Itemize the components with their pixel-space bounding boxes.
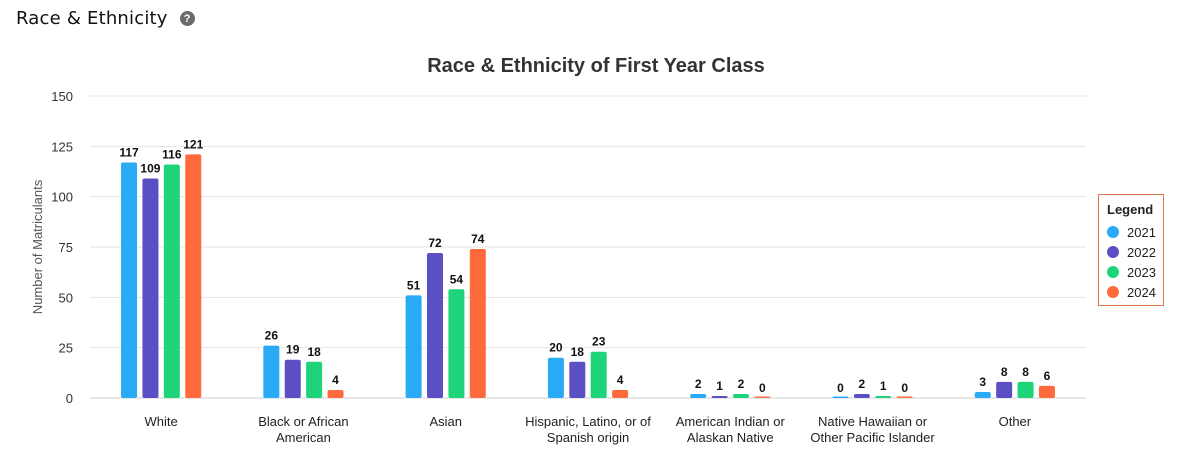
x-tick-label: American: [276, 430, 331, 445]
bar-2022: [711, 395, 728, 398]
bar-2023: [448, 289, 465, 398]
legend-title: Legend: [1107, 202, 1154, 217]
bar-2023: [306, 361, 323, 398]
y-tick-label: 150: [51, 89, 73, 104]
bar-2024: [185, 154, 202, 398]
question-circle-icon[interactable]: ?: [179, 11, 195, 26]
x-tick-label: Native Hawaiian or: [818, 414, 928, 429]
bar-2023: [875, 395, 892, 398]
bar-2022: [284, 359, 301, 398]
y-tick-label: 0: [66, 391, 73, 406]
x-tick-label: Other Pacific Islander: [810, 430, 935, 445]
bar-2024: [754, 396, 771, 398]
bar-2021: [263, 345, 280, 398]
data-label: 51: [407, 278, 421, 292]
chart-title: Race & Ethnicity of First Year Class: [427, 55, 765, 77]
bar-2021: [690, 393, 707, 398]
legend-swatch: [1107, 286, 1119, 298]
data-label: 0: [901, 381, 908, 395]
data-label: 2: [738, 377, 745, 391]
bar-2022: [427, 253, 444, 398]
x-tick-label: Hispanic, Latino, or of: [525, 414, 651, 429]
bar-2023: [590, 351, 607, 398]
data-label: 3: [979, 375, 986, 389]
data-label: 26: [265, 329, 279, 343]
bar-2021: [974, 391, 991, 398]
legend-swatch: [1107, 246, 1119, 258]
legend-item-2023[interactable]: 2023: [1107, 262, 1163, 282]
bar-2021: [405, 295, 422, 398]
data-label: 1: [716, 379, 723, 393]
data-label: 19: [286, 343, 300, 357]
bar-2022: [569, 361, 586, 398]
x-tick-label: Alaskan Native: [687, 430, 774, 445]
legend-swatch: [1107, 266, 1119, 278]
section-header: Race & Ethnicity ?: [16, 8, 195, 29]
legend-label: 2023: [1127, 264, 1156, 280]
data-label: 117: [119, 145, 139, 159]
y-axis-label: Number of Matriculants: [30, 179, 45, 314]
x-tick-label: American Indian or: [676, 414, 786, 429]
bar-2023: [1017, 381, 1034, 398]
legend-swatch: [1107, 226, 1119, 238]
data-label: 1: [880, 379, 887, 393]
x-tick-label: Black or African: [258, 414, 348, 429]
x-tick-label: Spanish origin: [547, 430, 629, 445]
data-label: 4: [332, 373, 339, 387]
data-label: 2: [695, 377, 702, 391]
bar-2021: [832, 396, 849, 398]
legend-label: 2024: [1127, 284, 1156, 300]
data-label: 20: [549, 341, 563, 355]
legend-item-2024[interactable]: 2024: [1107, 282, 1163, 302]
bar-2023: [732, 393, 749, 398]
data-label: 2: [859, 377, 866, 391]
bar-2022: [996, 381, 1013, 398]
bar-2024: [612, 389, 629, 398]
x-tick-label: White: [145, 414, 178, 429]
bar-2023: [163, 164, 180, 398]
data-label: 54: [450, 272, 464, 286]
y-tick-label: 100: [51, 190, 73, 205]
data-label: 0: [759, 381, 766, 395]
x-tick-label: Other: [999, 414, 1032, 429]
bar-2024: [1038, 385, 1055, 398]
data-label: 72: [428, 236, 442, 250]
bar-2022: [853, 393, 870, 398]
y-tick-label: 50: [59, 290, 73, 305]
bar-2024: [327, 389, 344, 398]
data-label: 74: [471, 232, 485, 246]
data-label: 18: [571, 345, 585, 359]
bar-2021: [121, 162, 138, 398]
bar-2024: [469, 249, 486, 398]
data-label: 23: [592, 335, 606, 349]
y-tick-label: 25: [59, 341, 73, 356]
data-label: 18: [307, 345, 321, 359]
legend-label: 2021: [1127, 224, 1156, 240]
legend-item-2021[interactable]: 2021: [1107, 222, 1163, 242]
bar-2021: [547, 357, 564, 398]
x-tick-label: Asian: [429, 414, 462, 429]
legend-item-2022[interactable]: 2022: [1107, 242, 1163, 262]
bar-2022: [142, 178, 159, 398]
data-label: 116: [162, 147, 182, 161]
data-label: 6: [1044, 369, 1051, 383]
data-label: 121: [183, 137, 203, 151]
data-label: 4: [617, 373, 624, 387]
section-title: Race & Ethnicity: [16, 8, 168, 29]
data-label: 109: [140, 162, 160, 176]
legend-label: 2022: [1127, 244, 1156, 260]
data-label: 8: [1001, 365, 1008, 379]
bar-2024: [896, 396, 913, 398]
y-tick-label: 75: [59, 240, 73, 255]
data-label: 0: [837, 381, 844, 395]
chart-legend: Legend 2021 2022 2023 2024: [1098, 194, 1164, 306]
y-tick-label: 125: [51, 139, 73, 154]
data-label: 8: [1022, 365, 1029, 379]
